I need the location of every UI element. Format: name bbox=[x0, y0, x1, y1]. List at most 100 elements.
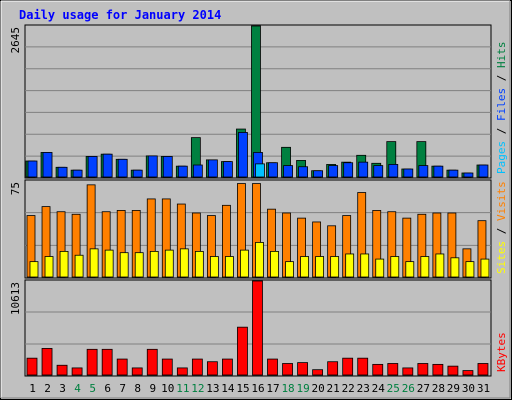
max-label-visits: 75 bbox=[9, 182, 22, 195]
x-tick-label-23: 23 bbox=[357, 382, 370, 395]
x-tick-label-2: 2 bbox=[44, 382, 51, 395]
legend-text-kbytes: KBytes bbox=[495, 332, 508, 372]
bar-kbytes-day-13 bbox=[206, 361, 218, 376]
x-tick-label-3: 3 bbox=[59, 382, 66, 395]
bar-files-day-25 bbox=[388, 164, 399, 178]
legend-entry-kbytes: KBytes bbox=[495, 332, 508, 372]
bar-sites-day-23 bbox=[360, 253, 370, 278]
x-tick-label-6: 6 bbox=[104, 382, 111, 395]
x-tick-label-7: 7 bbox=[119, 382, 126, 395]
legend-visits: Sites / Visits bbox=[495, 181, 508, 274]
bar-kbytes-day-27 bbox=[417, 363, 429, 376]
legend-hits: Pages / Files / Hits bbox=[495, 42, 508, 175]
bar-files-day-19 bbox=[298, 166, 308, 178]
x-tick-label-17: 17 bbox=[266, 382, 279, 395]
bar-kbytes-day-10 bbox=[161, 358, 173, 376]
bar-kbytes-day-15 bbox=[237, 326, 248, 376]
x-tick-label-5: 5 bbox=[89, 382, 96, 395]
x-tick-label-4: 4 bbox=[74, 382, 81, 395]
legend-entry-sites: Sites bbox=[495, 241, 508, 274]
bar-files-day-27 bbox=[418, 165, 429, 178]
chart-panels: 2645 Pages / Files / Hits 75 Sites / Visits… bbox=[9, 24, 508, 377]
bar-sites-day-12 bbox=[194, 250, 204, 278]
bar-sites-day-4 bbox=[74, 254, 84, 278]
x-tick-label-12: 12 bbox=[191, 382, 204, 395]
bar-kbytes-day-23 bbox=[357, 357, 369, 376]
legend-entry-visits: Visits bbox=[495, 181, 508, 221]
bar-files-day-13 bbox=[207, 159, 218, 178]
bar-files-day-14 bbox=[223, 161, 233, 178]
x-tick-label-20: 20 bbox=[312, 382, 325, 395]
bar-sites-day-3 bbox=[59, 250, 69, 278]
x-tick-label-14: 14 bbox=[221, 382, 235, 395]
bar-kbytes-day-17 bbox=[267, 358, 278, 376]
bar-kbytes-day-8 bbox=[131, 367, 143, 376]
bar-sites-day-1 bbox=[29, 261, 39, 278]
bar-sites-day-6 bbox=[104, 249, 114, 278]
bar-files-day-17 bbox=[268, 162, 278, 178]
x-tick-label-1: 1 bbox=[29, 382, 36, 395]
bar-files-day-31 bbox=[478, 164, 489, 178]
legend-text-visits: Sites / Visits bbox=[495, 181, 508, 274]
bar-kbytes-day-21 bbox=[327, 361, 339, 376]
bar-kbytes-day-6 bbox=[101, 348, 113, 376]
bar-sites-day-28 bbox=[435, 253, 445, 278]
bar-files-day-2 bbox=[42, 152, 53, 178]
bar-files-day-12 bbox=[192, 164, 203, 178]
bar-sites-day-8 bbox=[134, 252, 144, 278]
bar-sites-day-30 bbox=[465, 261, 475, 278]
bar-sites-day-13 bbox=[209, 256, 219, 278]
bar-kbytes-day-9 bbox=[146, 348, 158, 376]
x-tick-label-11: 11 bbox=[176, 382, 189, 395]
bar-sites-day-2 bbox=[44, 256, 54, 278]
bar-sites-day-11 bbox=[179, 248, 189, 278]
bar-sites-day-21 bbox=[330, 256, 340, 278]
x-tick-label-24: 24 bbox=[372, 382, 386, 395]
bar-files-day-15 bbox=[238, 132, 248, 178]
legend-entry-pages: Pages bbox=[495, 141, 508, 174]
bar-sites-day-26 bbox=[405, 261, 415, 278]
x-tick-label-19: 19 bbox=[296, 382, 309, 395]
bar-sites-day-7 bbox=[119, 252, 129, 278]
legend-separator: / bbox=[495, 121, 508, 141]
bar-files-day-30 bbox=[463, 172, 474, 178]
bar-files-day-1 bbox=[27, 160, 38, 178]
bar-sites-day-31 bbox=[480, 258, 490, 278]
bar-sites-day-24 bbox=[375, 258, 385, 278]
bar-kbytes-day-20 bbox=[312, 369, 324, 376]
x-tick-label-30: 30 bbox=[462, 382, 475, 395]
bar-files-day-20 bbox=[313, 170, 324, 178]
x-tick-label-29: 29 bbox=[447, 382, 460, 395]
bar-sites-day-14 bbox=[225, 256, 234, 278]
bar-files-day-11 bbox=[177, 165, 188, 178]
bar-files-day-3 bbox=[57, 166, 68, 178]
x-tick-label-8: 8 bbox=[134, 382, 141, 395]
x-tick-label-28: 28 bbox=[432, 382, 445, 395]
bar-sites-day-19 bbox=[300, 256, 309, 278]
bar-kbytes-day-2 bbox=[41, 348, 53, 376]
legend-separator: / bbox=[495, 68, 508, 88]
legend-entry-hits: Hits bbox=[495, 42, 508, 69]
bar-sites-day-22 bbox=[345, 253, 355, 278]
bar-files-day-7 bbox=[117, 158, 128, 178]
bar-sites-day-27 bbox=[420, 256, 430, 278]
panel-visits: 75 Sites / Visits bbox=[9, 179, 508, 279]
legend-entry-files: Files bbox=[495, 88, 508, 121]
panel-hits: 2645 Pages / Files / Hits bbox=[9, 24, 508, 179]
legend-kbytes: KBytes bbox=[495, 332, 508, 372]
bar-kbytes-day-22 bbox=[342, 357, 354, 376]
bar-sites-day-16 bbox=[255, 242, 264, 278]
bar-sites-day-10 bbox=[164, 249, 174, 278]
max-label-kbytes: 10613 bbox=[9, 282, 22, 315]
bar-files-day-26 bbox=[403, 168, 414, 178]
bar-kbytes-day-28 bbox=[432, 363, 444, 376]
bar-files-day-29 bbox=[448, 169, 459, 178]
bar-kbytes-day-30 bbox=[462, 370, 474, 376]
bar-sites-day-20 bbox=[315, 256, 325, 278]
bar-kbytes-day-31 bbox=[477, 363, 489, 376]
bar-kbytes-day-24 bbox=[372, 363, 384, 376]
x-tick-label-22: 22 bbox=[342, 382, 355, 395]
bar-kbytes-day-7 bbox=[116, 358, 128, 376]
